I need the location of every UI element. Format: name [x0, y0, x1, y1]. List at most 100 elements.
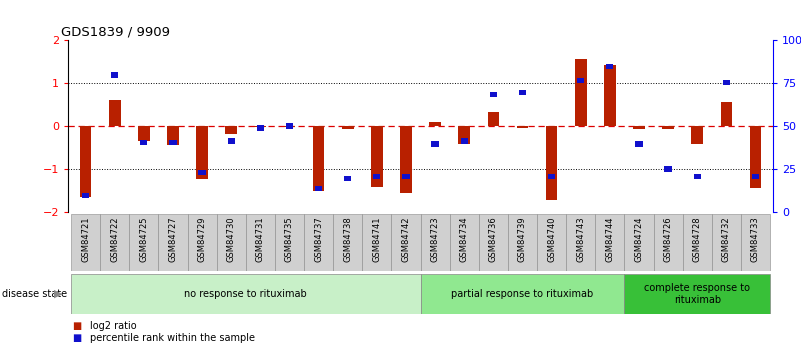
- Text: GSM84727: GSM84727: [168, 217, 178, 262]
- Bar: [519, 90, 526, 95]
- Bar: [654, 214, 682, 271]
- Bar: [392, 214, 421, 271]
- Bar: [196, 126, 208, 179]
- Bar: [80, 126, 91, 197]
- Bar: [633, 126, 645, 129]
- Bar: [199, 170, 206, 175]
- Bar: [344, 176, 352, 181]
- Bar: [275, 214, 304, 271]
- Text: GSM84721: GSM84721: [81, 217, 90, 262]
- Bar: [373, 174, 380, 179]
- Bar: [432, 141, 439, 147]
- Bar: [169, 140, 176, 145]
- Bar: [577, 78, 585, 83]
- Bar: [723, 80, 730, 86]
- Text: GSM84731: GSM84731: [256, 217, 265, 262]
- Bar: [479, 214, 508, 271]
- Text: GSM84743: GSM84743: [576, 217, 586, 262]
- Text: GSM84737: GSM84737: [314, 217, 323, 263]
- Bar: [362, 214, 392, 271]
- Text: GSM84730: GSM84730: [227, 217, 235, 262]
- Text: GSM84724: GSM84724: [634, 217, 643, 262]
- Bar: [665, 166, 672, 171]
- Bar: [458, 126, 470, 144]
- Bar: [167, 126, 179, 145]
- Text: GSM84739: GSM84739: [518, 217, 527, 262]
- Bar: [625, 274, 770, 314]
- Text: GSM84741: GSM84741: [372, 217, 381, 262]
- Bar: [662, 126, 674, 129]
- Bar: [333, 214, 362, 271]
- Bar: [461, 138, 468, 144]
- Bar: [604, 65, 616, 126]
- Bar: [545, 126, 557, 200]
- Text: GDS1839 / 9909: GDS1839 / 9909: [61, 26, 170, 39]
- Text: no response to rituximab: no response to rituximab: [184, 289, 307, 299]
- Text: GSM84726: GSM84726: [663, 217, 673, 262]
- Bar: [225, 126, 237, 134]
- Bar: [691, 126, 703, 144]
- Bar: [750, 126, 761, 188]
- Bar: [312, 126, 324, 191]
- Bar: [489, 92, 497, 98]
- Bar: [741, 214, 770, 271]
- Text: GSM84732: GSM84732: [722, 217, 731, 262]
- Bar: [508, 214, 537, 271]
- Bar: [752, 174, 759, 179]
- Bar: [488, 112, 499, 126]
- Bar: [625, 214, 654, 271]
- Bar: [635, 141, 642, 147]
- Bar: [400, 126, 412, 193]
- Text: GSM84722: GSM84722: [111, 217, 119, 262]
- Text: complete response to
rituximab: complete response to rituximab: [644, 283, 751, 305]
- Text: GSM84740: GSM84740: [547, 217, 556, 262]
- Bar: [140, 140, 147, 145]
- Bar: [109, 100, 120, 126]
- Bar: [315, 186, 322, 191]
- Bar: [71, 274, 421, 314]
- Text: GSM84734: GSM84734: [460, 217, 469, 262]
- Text: partial response to rituximab: partial response to rituximab: [451, 289, 594, 299]
- Bar: [71, 214, 100, 271]
- Bar: [421, 274, 625, 314]
- Bar: [129, 214, 159, 271]
- Bar: [721, 102, 732, 126]
- Bar: [449, 214, 479, 271]
- Text: GSM84738: GSM84738: [343, 217, 352, 263]
- Bar: [111, 72, 119, 78]
- Text: GSM84728: GSM84728: [693, 217, 702, 262]
- Text: GSM84736: GSM84736: [489, 217, 498, 263]
- Bar: [187, 214, 216, 271]
- Bar: [537, 214, 566, 271]
- Bar: [256, 126, 264, 131]
- Text: GSM84744: GSM84744: [606, 217, 614, 262]
- Text: GSM84742: GSM84742: [401, 217, 410, 262]
- Text: GSM84733: GSM84733: [751, 217, 760, 263]
- Bar: [284, 126, 296, 127]
- Bar: [100, 214, 129, 271]
- Bar: [246, 214, 275, 271]
- Bar: [682, 214, 712, 271]
- Bar: [371, 126, 383, 187]
- Text: GSM84735: GSM84735: [285, 217, 294, 262]
- Text: disease state: disease state: [2, 289, 66, 299]
- Bar: [159, 214, 187, 271]
- Bar: [548, 174, 555, 179]
- Bar: [286, 124, 293, 129]
- Bar: [517, 126, 529, 128]
- Bar: [342, 126, 353, 129]
- Text: GSM84729: GSM84729: [198, 217, 207, 262]
- Text: log2 ratio: log2 ratio: [90, 321, 136, 331]
- Bar: [216, 214, 246, 271]
- Text: ■: ■: [72, 333, 82, 343]
- Bar: [429, 122, 441, 126]
- Bar: [421, 214, 449, 271]
- Bar: [606, 64, 614, 69]
- Bar: [694, 174, 701, 179]
- Bar: [255, 126, 266, 127]
- Text: ▶: ▶: [54, 289, 62, 299]
- Text: percentile rank within the sample: percentile rank within the sample: [90, 333, 255, 343]
- Bar: [304, 214, 333, 271]
- Text: GSM84725: GSM84725: [139, 217, 148, 262]
- Text: ■: ■: [72, 321, 82, 331]
